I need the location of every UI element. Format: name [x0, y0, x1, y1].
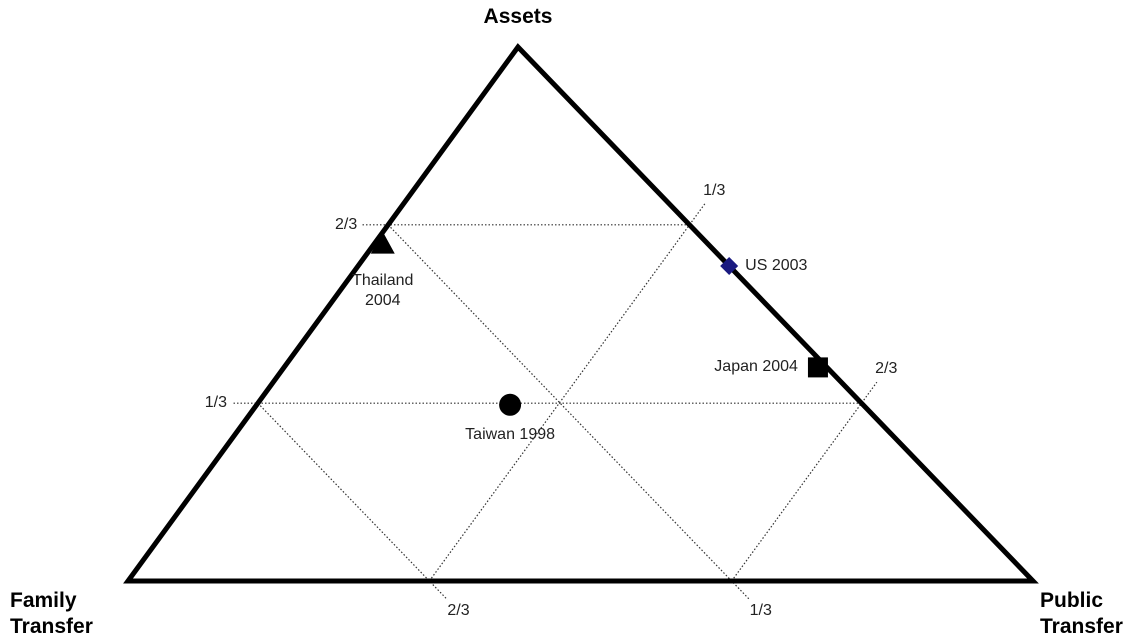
- point-label: Japan 2004: [714, 358, 798, 376]
- point: [720, 256, 739, 275]
- tick-label: 2/3: [335, 215, 358, 233]
- point: [370, 231, 395, 254]
- axis-title: Family Transfer: [10, 589, 93, 638]
- triangle-frame: [123, 43, 1039, 584]
- tick-label: 2/3: [447, 602, 470, 620]
- point: [499, 393, 522, 416]
- grid-line: [428, 203, 706, 582]
- point-label: US 2003: [745, 256, 808, 274]
- axis-title: Public Transfer: [1040, 589, 1123, 638]
- point: [807, 357, 828, 378]
- grid-line: [387, 224, 751, 601]
- point-label: Taiwan 1998: [465, 425, 556, 443]
- tick-label: 1/3: [749, 602, 772, 620]
- tick-label: 1/3: [204, 394, 227, 412]
- tick-label: 1/3: [703, 181, 726, 199]
- point-label: Thailand 2004: [352, 271, 414, 309]
- tick-label: 2/3: [875, 360, 898, 378]
- grid-line: [257, 402, 448, 601]
- grid-line: [731, 381, 878, 582]
- axis-title: Assets: [483, 5, 553, 28]
